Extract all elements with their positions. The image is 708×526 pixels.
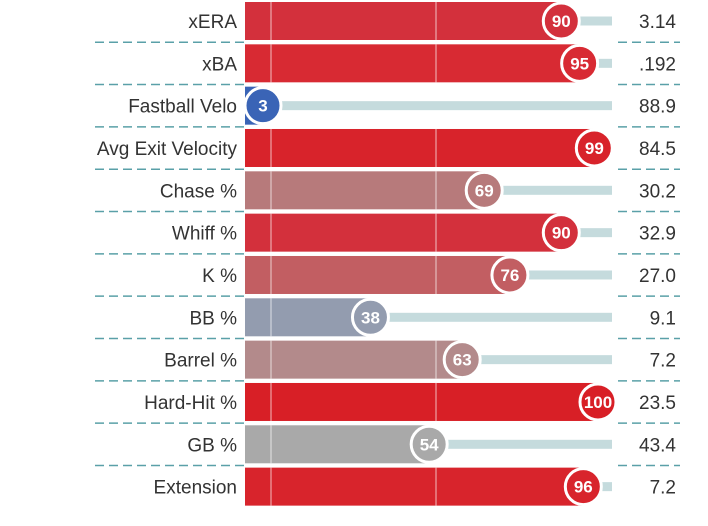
metric-value: 30.2 [639,181,676,202]
metric-rows: xERA 90 3.14 xBA 95 .192 Fastball Velo 3 88.9 Avg… [95,1,680,507]
metric-value: 23.5 [639,393,676,414]
percentile-label: 76 [500,266,519,285]
percentile-bar [245,382,598,421]
metric-row: Extension 96 7.2 [154,467,676,507]
percentile-bar [245,2,562,40]
percentile-bar [245,128,595,167]
metric-value: 7.2 [650,351,676,372]
metric-label: BB % [189,308,237,329]
percentile-label: 3 [258,97,267,116]
percentile-marker [490,255,530,295]
metric-value: 88.9 [639,97,676,118]
track-bar [245,312,612,322]
metric-row: Avg Exit Velocity 99 84.5 [95,128,680,170]
percentile-label: 99 [585,139,604,158]
percentile-bar [245,467,584,506]
percentile-bar [245,340,463,379]
metric-label: GB % [187,435,237,456]
percentile-label: 90 [552,224,571,243]
percentile-marker [464,170,504,210]
percentile-marker [578,382,618,422]
percentile-marker [243,86,283,126]
percentile-label: 100 [584,393,612,412]
metric-row: Chase % 69 30.2 [95,170,680,213]
percentile-bar [245,298,371,337]
metric-label: K % [202,266,237,287]
percentile-marker [560,43,600,83]
percentile-bar [245,171,485,210]
percentile-bar [245,255,510,294]
metric-value: 27.0 [639,266,676,287]
percentile-marker [442,340,482,380]
percentile-marker [574,128,614,168]
metric-label: Avg Exit Velocity [97,139,238,160]
percentile-label: 96 [574,478,593,497]
metric-value: 32.9 [639,224,676,245]
percentile-label: 95 [570,54,589,73]
metric-label: xERA [188,12,237,33]
metric-row: xERA 90 3.14 [95,1,680,43]
metric-value: .192 [639,54,676,75]
metric-label: Hard-Hit % [144,393,237,414]
metric-value: 43.4 [639,435,676,456]
metric-row: Fastball Velo 3 88.9 [95,86,680,128]
metric-value: 7.2 [650,478,676,499]
percentile-marker [563,467,603,507]
percentile-bar [245,44,580,83]
metric-label: Whiff % [172,224,237,245]
percentile-bar [245,213,562,252]
metric-label: xBA [202,54,237,75]
percentile-marker [350,297,390,337]
metric-row: xBA 95 .192 [95,43,680,86]
percentile-marker [409,424,449,464]
percentile-bar [245,425,430,464]
percentile-marker [541,213,581,253]
percentile-label: 54 [420,435,439,454]
metric-row: Barrel % 63 7.2 [95,340,680,382]
percentile-label: 63 [453,351,472,370]
metric-value: 84.5 [639,139,676,160]
metric-label: Extension [154,478,237,499]
track-bar [245,101,612,111]
metric-row: Hard-Hit % 100 23.5 [95,382,680,424]
metric-row: GB % 54 43.4 [95,424,680,467]
metric-label: Fastball Velo [128,97,237,118]
percentile-label: 90 [552,12,571,31]
percentile-label: 38 [361,308,380,327]
metric-row: BB % 38 9.1 [95,297,680,340]
metric-label: Chase % [160,181,237,202]
metric-row: K % 76 27.0 [95,255,680,297]
percentile-marker [541,1,581,41]
percentile-label: 69 [475,181,494,200]
metric-value: 3.14 [639,12,676,33]
metric-value: 9.1 [650,308,676,329]
metric-row: Whiff % 90 32.9 [95,213,680,255]
metric-label: Barrel % [164,351,237,372]
